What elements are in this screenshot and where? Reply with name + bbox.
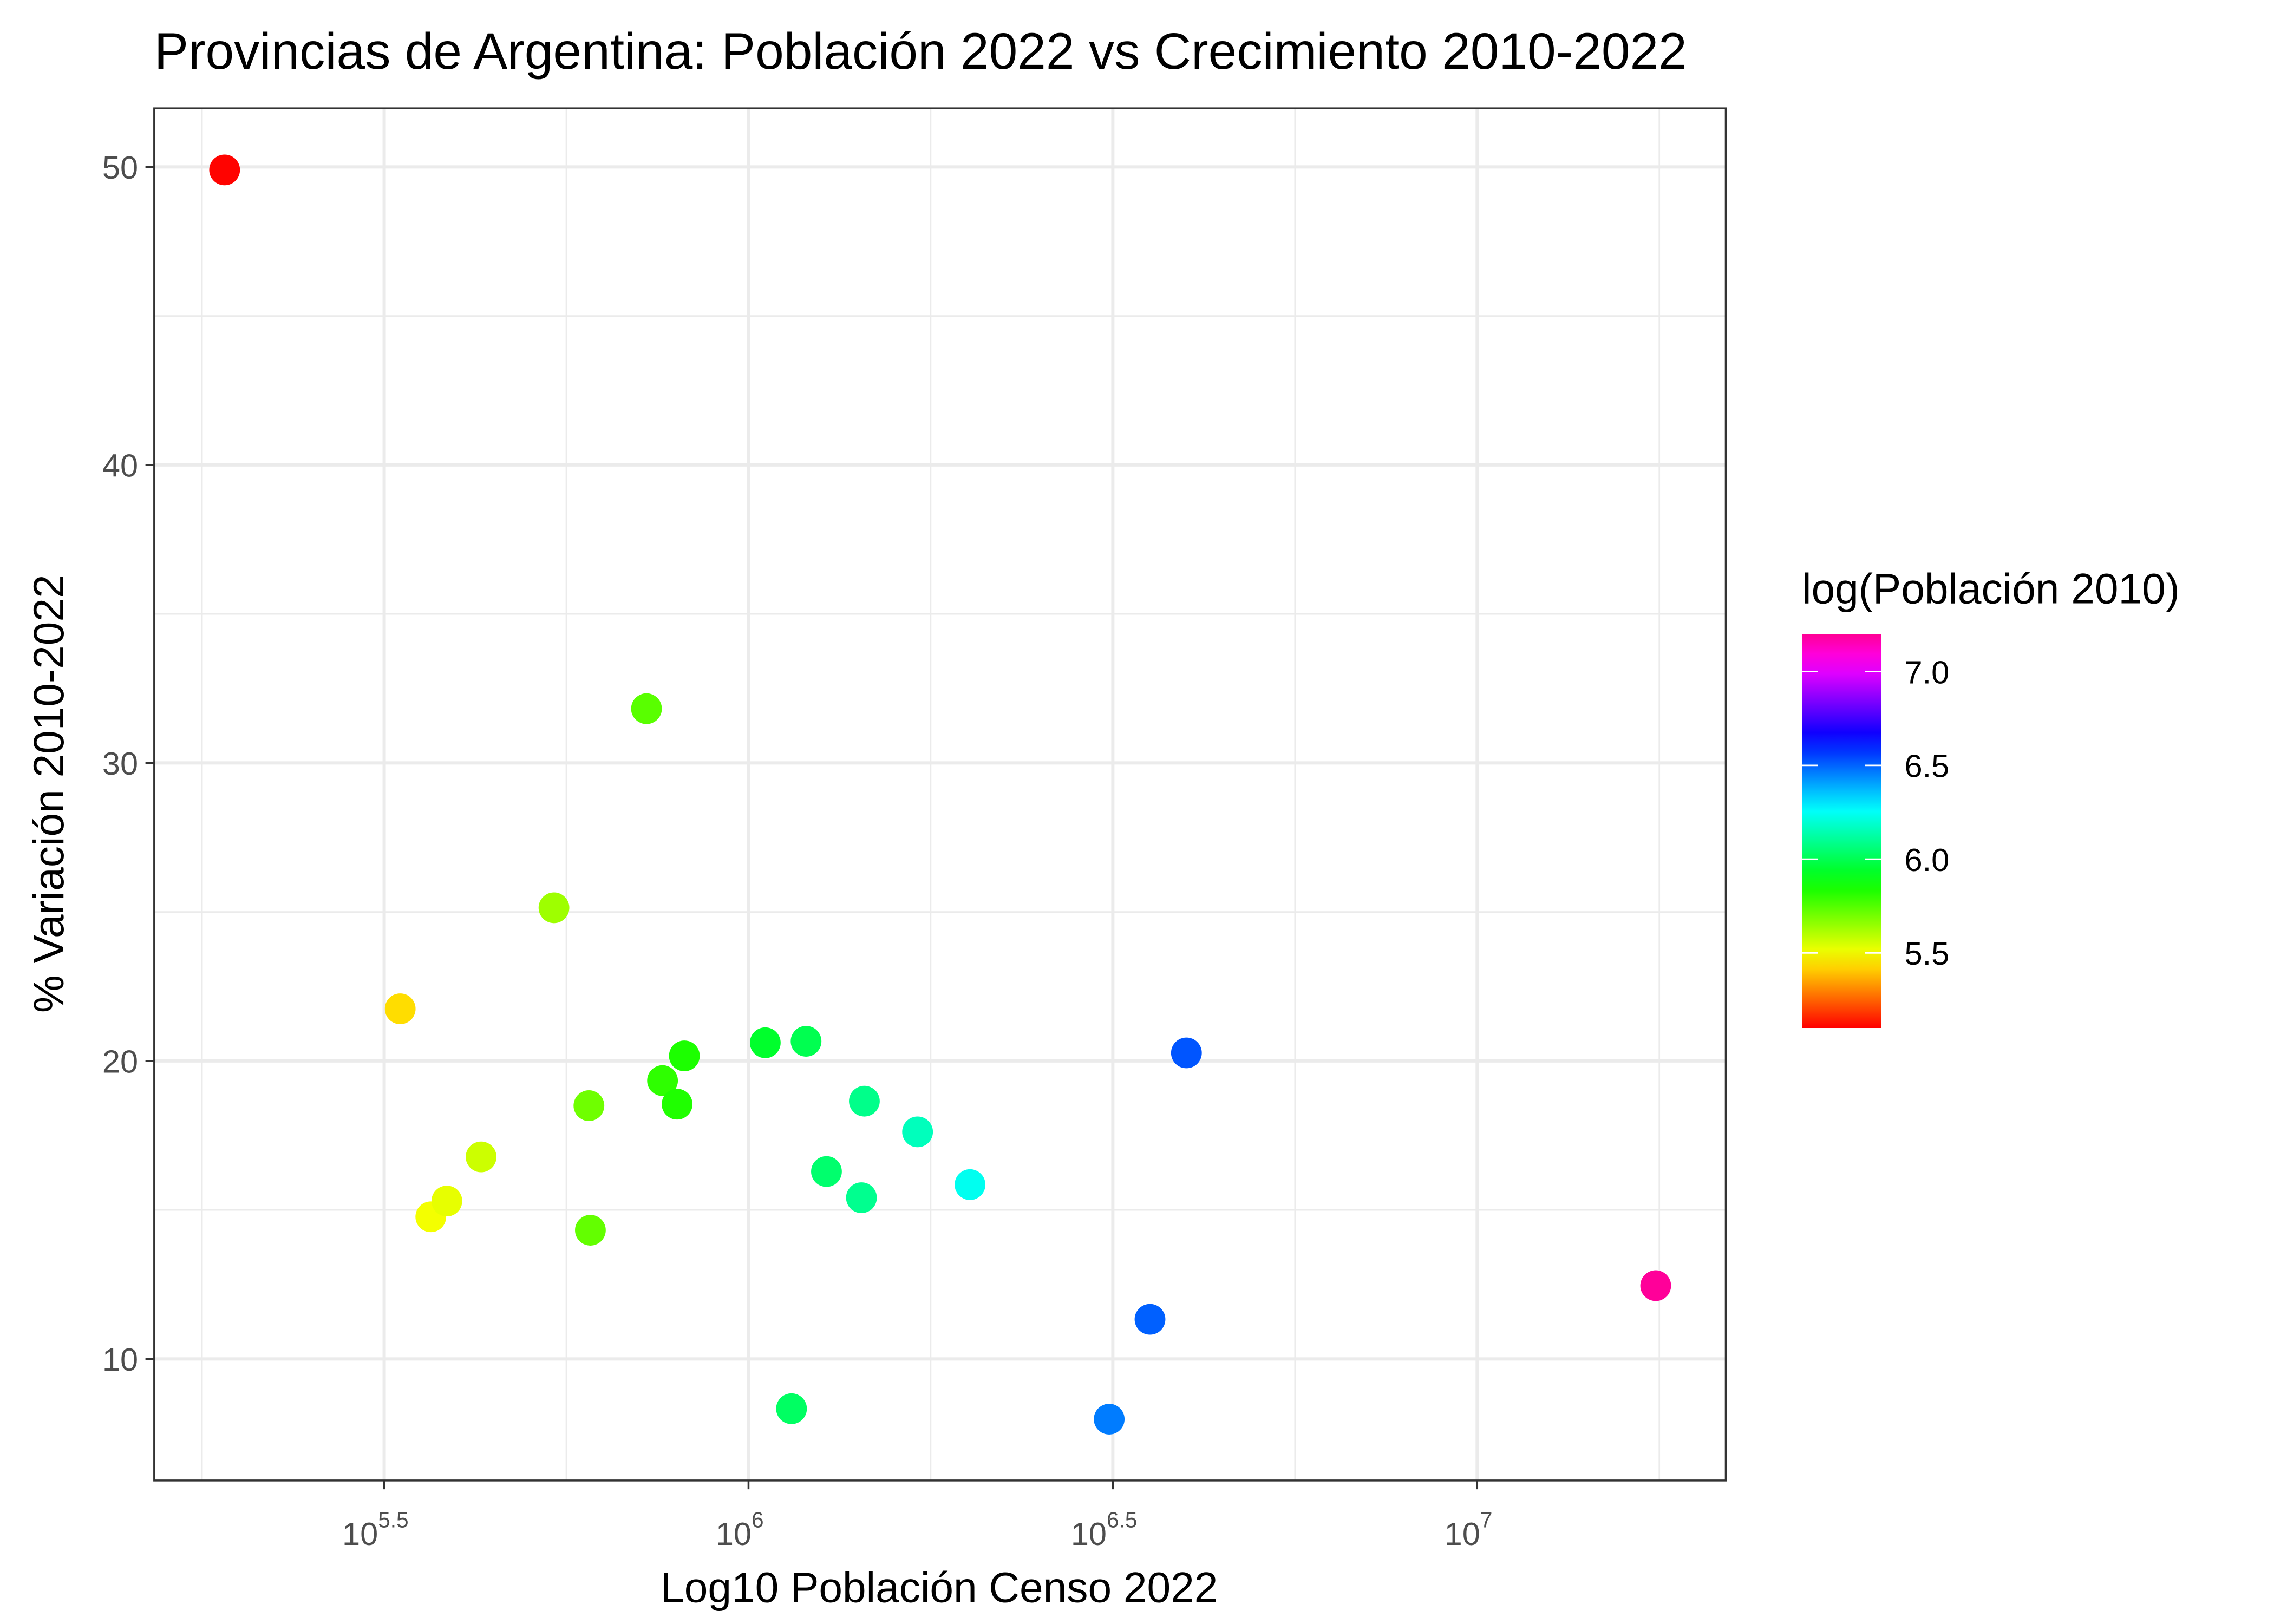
legend-colorbar — [1802, 634, 1881, 1029]
y-tick-label: 30 — [102, 745, 138, 782]
x-tick-base: 10 — [342, 1516, 378, 1552]
x-axis-title: Log10 Población Censo 2022 — [661, 1563, 1218, 1611]
plot-border — [153, 107, 1727, 1482]
data-point — [1640, 1270, 1671, 1301]
x-tick-label: 107 — [1445, 1507, 1493, 1551]
y-tick-label: 10 — [102, 1341, 138, 1378]
data-point — [1171, 1037, 1202, 1069]
y-tick-label: 50 — [102, 149, 138, 186]
data-point — [811, 1156, 842, 1187]
y-axis-title: % Variación 2010-2022 — [25, 574, 73, 1013]
data-point — [384, 993, 416, 1024]
data-point — [776, 1393, 807, 1424]
legend-tick-label: 5.5 — [1904, 935, 1949, 972]
legend-tick-label: 6.5 — [1904, 748, 1949, 784]
data-point — [1134, 1304, 1166, 1335]
legend-tick-label: 6.0 — [1904, 842, 1949, 878]
x-tick-exponent: 6.5 — [1107, 1507, 1137, 1532]
data-point — [575, 1215, 606, 1246]
data-point — [1094, 1404, 1125, 1435]
plot-panel — [154, 108, 1726, 1481]
data-point — [209, 154, 240, 186]
y-axis-ticks: 10 20 30 40 50 — [102, 149, 154, 1378]
data-point — [849, 1085, 880, 1117]
x-axis-ticks: 105.5 106 106.5 107 — [342, 1480, 1493, 1552]
data-point — [647, 1065, 678, 1096]
y-tick-label: 40 — [102, 448, 138, 484]
x-tick-base: 10 — [1445, 1516, 1480, 1552]
data-point — [466, 1141, 496, 1173]
x-tick-label: 106.5 — [1071, 1507, 1138, 1551]
data-point — [573, 1090, 605, 1121]
legend-title: log(Población 2010) — [1802, 565, 2180, 613]
data-point — [669, 1040, 700, 1071]
legend: log(Población 2010) 5.5 6.0 6.5 7.0 — [1802, 565, 2180, 1029]
y-tick-label: 20 — [102, 1044, 138, 1080]
data-point — [631, 693, 662, 724]
data-point — [902, 1116, 933, 1148]
data-point — [662, 1089, 692, 1120]
x-tick-base: 10 — [716, 1516, 752, 1552]
x-tick-exponent: 6 — [752, 1507, 764, 1532]
legend-tick-label: 7.0 — [1904, 654, 1949, 690]
data-point — [750, 1027, 781, 1058]
data-point — [431, 1186, 462, 1217]
data-points — [209, 154, 1671, 1435]
x-tick-exponent: 5.5 — [378, 1507, 408, 1532]
x-tick-exponent: 7 — [1480, 1507, 1493, 1532]
data-point — [538, 892, 570, 924]
data-point — [790, 1026, 822, 1057]
grid-lines — [154, 108, 1726, 1481]
chart-title: Provincias de Argentina: Población 2022 … — [154, 23, 1687, 80]
data-point — [955, 1169, 985, 1200]
x-tick-label: 106 — [716, 1507, 764, 1551]
x-tick-label: 105.5 — [342, 1507, 409, 1551]
data-point — [846, 1182, 877, 1213]
x-tick-base: 10 — [1071, 1516, 1107, 1552]
